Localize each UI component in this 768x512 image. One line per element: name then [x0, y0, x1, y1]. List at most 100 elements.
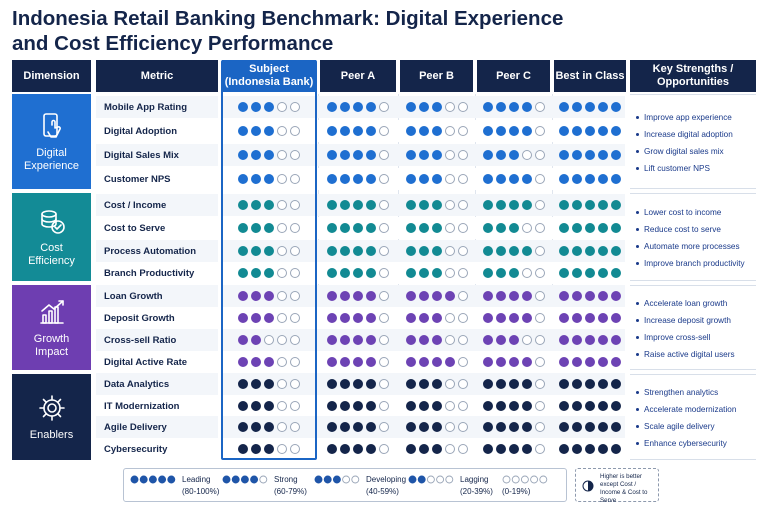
dot-filled — [264, 223, 274, 233]
dot-filled — [431, 126, 442, 136]
bullet-icon — [636, 245, 639, 249]
dot-filled — [238, 357, 248, 367]
opportunity-text: Improve branch productivity — [644, 259, 745, 268]
score-cell — [477, 329, 550, 351]
dimension-cell: Growth Impact — [12, 285, 91, 370]
dot-filled — [340, 444, 350, 454]
dot-filled — [327, 246, 337, 256]
score-cell — [477, 144, 550, 166]
dot-filled — [251, 335, 261, 345]
opportunity-text: Enhance cybersecurity — [644, 439, 727, 448]
dot-filled — [340, 379, 350, 389]
dot-filled — [559, 126, 569, 136]
opportunity-item: Increase digital adoption — [632, 126, 756, 143]
dot-filled — [418, 444, 429, 454]
legend-dots — [502, 475, 548, 484]
dot-filled — [585, 102, 595, 112]
dot-filled — [418, 126, 429, 136]
dot-empty — [534, 401, 545, 411]
dot-filled — [353, 357, 363, 367]
dot-empty — [379, 200, 389, 210]
dot-empty — [290, 444, 300, 454]
dot-filled — [482, 379, 493, 389]
dot-filled — [572, 268, 582, 278]
dot-filled — [495, 223, 506, 233]
title-line-2: and Cost Efficiency Performance — [12, 32, 334, 55]
score-cell — [554, 329, 626, 351]
dot-filled — [444, 357, 455, 367]
dot-filled — [508, 379, 519, 389]
score-dots — [559, 422, 621, 432]
score-dots — [482, 379, 545, 389]
dot-filled — [327, 313, 337, 323]
dot-filled — [585, 150, 595, 160]
dot-filled — [611, 150, 621, 160]
header-peer-c: Peer C — [477, 60, 550, 92]
dot-filled — [598, 335, 608, 345]
opportunity-item: Accelerate loan growth — [632, 295, 756, 312]
dot-filled — [611, 357, 621, 367]
score-dots — [405, 246, 468, 256]
dot-empty — [264, 335, 274, 345]
legend-label: Developing — [366, 475, 407, 484]
dot-filled — [572, 422, 582, 432]
dot-filled — [405, 200, 416, 210]
header-subject-line-1: Subject — [249, 63, 289, 75]
dot-filled — [251, 357, 261, 367]
dot-empty — [457, 444, 468, 454]
dot-filled — [366, 268, 376, 278]
score-dots — [482, 422, 545, 432]
dot-filled — [482, 401, 493, 411]
dot-filled — [264, 422, 274, 432]
dot-filled — [340, 174, 350, 184]
dot-filled — [495, 357, 506, 367]
dot-filled — [508, 268, 519, 278]
dot-filled — [559, 379, 569, 389]
dot-filled — [340, 335, 350, 345]
dimension-name-line-2: Experience — [23, 159, 80, 172]
score-dots — [327, 357, 389, 367]
score-dots — [238, 357, 300, 367]
score-dots — [327, 223, 389, 233]
dot-empty — [534, 200, 545, 210]
dot-filled — [405, 335, 416, 345]
dot-empty — [444, 126, 455, 136]
dot-empty — [379, 357, 389, 367]
dot-empty — [290, 401, 300, 411]
dot-empty — [457, 335, 468, 345]
header-peer-a: Peer A — [320, 60, 396, 92]
dot-filled — [431, 223, 442, 233]
bullet-icon — [636, 336, 639, 340]
dot-filled — [508, 200, 519, 210]
score-cell — [554, 144, 626, 166]
dot-filled — [482, 246, 493, 256]
dot-empty — [379, 422, 389, 432]
legend-label: Lagging — [460, 475, 489, 484]
dot-filled — [264, 200, 274, 210]
score-dots — [238, 335, 300, 345]
dot-filled — [327, 357, 337, 367]
score-cell — [554, 262, 626, 284]
opportunity-text: Automate more processes — [644, 242, 740, 251]
dot-empty — [457, 313, 468, 323]
dot-filled — [482, 335, 493, 345]
score-cell — [554, 240, 626, 262]
score-cell — [554, 351, 626, 373]
legend-label: Leading — [182, 475, 211, 484]
dot-filled — [508, 223, 519, 233]
metric-label: Cost to Serve — [96, 217, 218, 239]
score-dots — [327, 291, 389, 301]
score-cell — [400, 438, 473, 460]
score-cell — [400, 416, 473, 438]
scoring-note-text: Higher is better except Cost / Income & … — [600, 473, 648, 504]
dot-empty — [379, 223, 389, 233]
dot-filled — [482, 268, 493, 278]
score-cell — [554, 438, 626, 460]
dot-filled — [405, 102, 416, 112]
dot-filled — [521, 357, 532, 367]
dot-filled — [508, 422, 519, 432]
dot-filled — [611, 174, 621, 184]
dot-filled — [598, 313, 608, 323]
dot-filled — [611, 379, 621, 389]
score-dots — [405, 126, 468, 136]
